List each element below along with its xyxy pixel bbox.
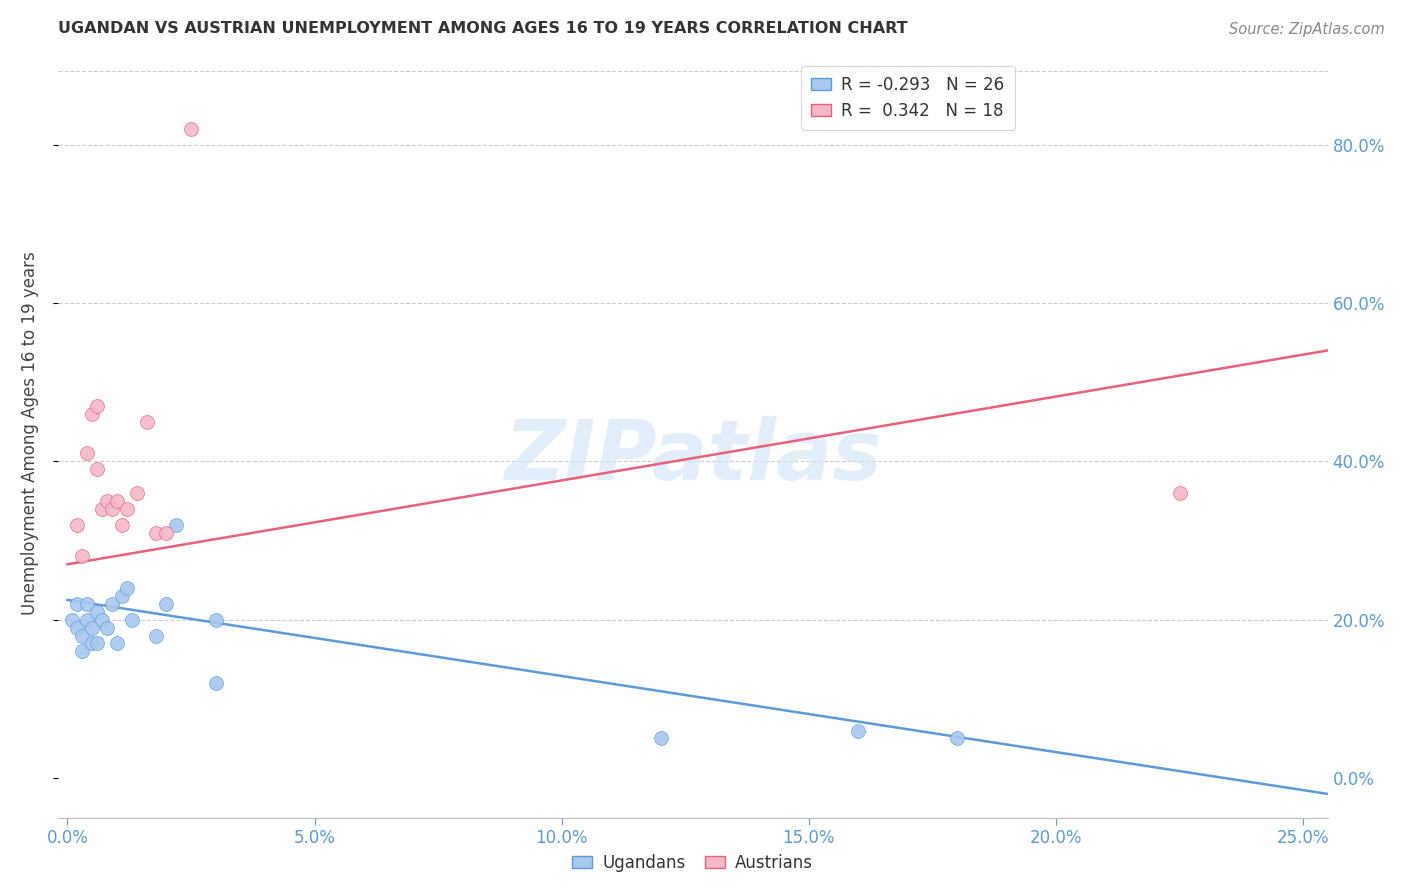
Point [155,525,177,540]
Point [204,676,226,690]
Point [1168,486,1191,500]
Point [105,636,128,650]
Point [62,613,84,627]
Point [125,486,148,500]
Point [101,501,124,516]
Point [91,613,114,627]
Point [96,494,118,508]
Point [76,597,98,611]
Point [86,605,108,619]
Point [135,415,157,429]
Point [204,613,226,627]
Y-axis label: Unemployment Among Ages 16 to 19 years: Unemployment Among Ages 16 to 19 years [21,252,39,615]
Point [66,517,89,532]
Point [86,462,108,476]
Point [82,636,104,650]
Point [111,589,134,603]
Point [105,494,128,508]
Point [86,636,108,650]
Point [72,628,94,642]
Text: ZIPatlas: ZIPatlas [503,417,882,497]
Point [96,621,118,635]
Text: UGANDAN VS AUSTRIAN UNEMPLOYMENT AMONG AGES 16 TO 19 YEARS CORRELATION CHART: UGANDAN VS AUSTRIAN UNEMPLOYMENT AMONG A… [58,21,907,36]
Point [111,517,134,532]
Point [82,621,104,635]
Point [76,446,98,460]
Point [155,597,177,611]
Point [76,613,98,627]
Point [82,407,104,421]
Point [66,597,89,611]
Point [165,517,187,532]
Point [121,613,143,627]
Point [72,644,94,658]
Point [946,731,969,746]
Point [101,597,124,611]
Point [145,628,167,642]
Point [846,723,869,738]
Text: Source: ZipAtlas.com: Source: ZipAtlas.com [1229,22,1385,37]
Point [66,621,89,635]
Point [91,501,114,516]
Point [115,501,138,516]
Point [86,399,108,413]
Point [115,581,138,595]
Point [72,549,94,564]
Point [180,121,202,136]
Point [650,731,672,746]
Point [145,525,167,540]
Legend: Ugandans, Austrians: Ugandans, Austrians [565,847,820,879]
